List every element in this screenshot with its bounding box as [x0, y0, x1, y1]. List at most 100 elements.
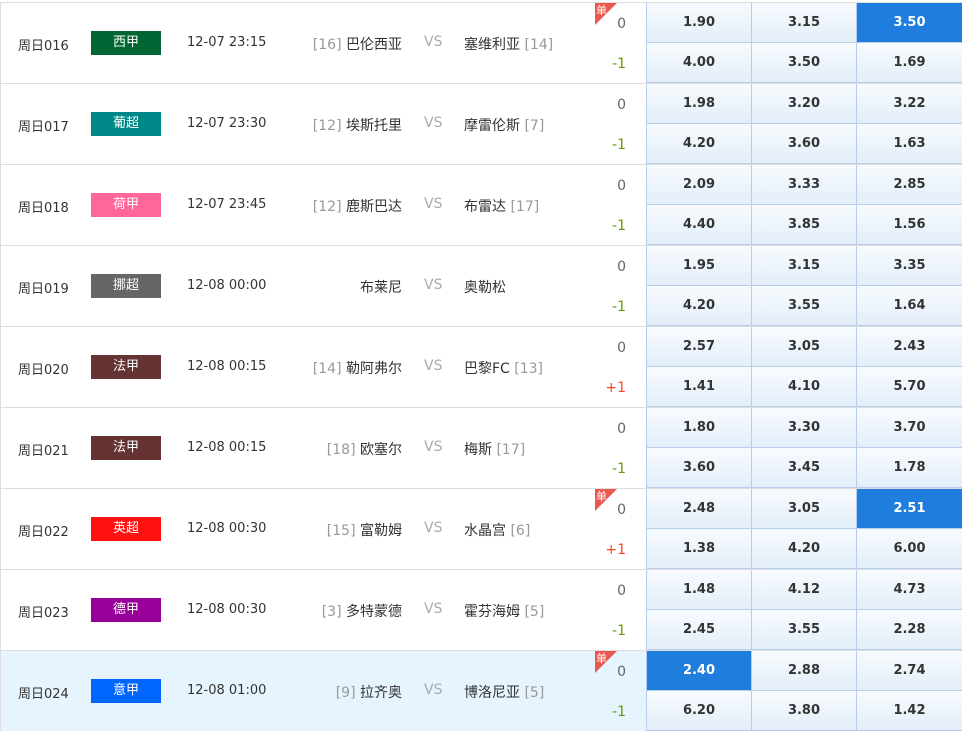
league-badge[interactable]: 荷甲	[91, 193, 161, 217]
odds-handicap-draw[interactable]: 4.20	[751, 529, 856, 569]
odds-normal-lose[interactable]: 3.35	[856, 246, 962, 286]
home-team[interactable]: 布莱尼	[360, 277, 402, 297]
odds-normal-win[interactable]: 1.95	[646, 246, 751, 286]
match-id: 周日020	[18, 363, 69, 378]
odds-handicap-win[interactable]: 6.20	[646, 691, 751, 731]
odds-handicap-draw[interactable]: 3.60	[751, 124, 856, 164]
away-team[interactable]: 水晶宫 [6]	[464, 520, 530, 540]
handicap-zero: 0	[617, 421, 626, 437]
odds-handicap-lose[interactable]: 1.56	[856, 205, 962, 245]
away-team[interactable]: 奥勒松	[464, 277, 506, 297]
odds-normal-lose[interactable]: 2.51	[856, 489, 962, 529]
home-rank: [9]	[335, 685, 356, 701]
home-team[interactable]: [14] 勒阿弗尔	[313, 358, 402, 378]
away-name: 博洛尼亚	[464, 685, 520, 701]
odds-handicap-win[interactable]: 2.45	[646, 610, 751, 650]
odds-handicap-lose[interactable]: 6.00	[856, 529, 962, 569]
odds-normal-win[interactable]: 1.98	[646, 84, 751, 124]
odds-normal-win[interactable]: 1.90	[646, 3, 751, 43]
home-team[interactable]: [18] 欧塞尔	[327, 439, 402, 459]
single-corner-icon	[595, 3, 617, 25]
odds-handicap-win[interactable]: 4.20	[646, 286, 751, 326]
odds-handicap-lose[interactable]: 5.70	[856, 367, 962, 407]
odds-normal-win[interactable]: 2.57	[646, 327, 751, 367]
handicap-line: +1	[605, 542, 626, 558]
odds-normal-lose[interactable]: 2.85	[856, 165, 962, 205]
away-rank: [17]	[496, 442, 526, 458]
away-name: 奥勒松	[464, 280, 506, 296]
odds-handicap-draw[interactable]: 3.45	[751, 448, 856, 488]
odds-handicap-draw[interactable]: 4.10	[751, 367, 856, 407]
away-team[interactable]: 梅斯 [17]	[464, 439, 525, 459]
odds-normal-draw[interactable]: 2.88	[751, 651, 856, 691]
match-row: 周日024 意甲 12-08 01:00 [9] 拉齐奥 VS 博洛尼亚 [5] 单 0 -1 2…	[1, 650, 962, 731]
odds-normal-draw[interactable]: 4.12	[751, 570, 856, 610]
handicap-zero: 0	[617, 97, 626, 113]
odds-handicap-draw[interactable]: 3.50	[751, 43, 856, 83]
odds-handicap-lose[interactable]: 1.69	[856, 43, 962, 83]
odds-handicap-draw[interactable]: 3.80	[751, 691, 856, 731]
match-time: 12-07 23:45	[187, 197, 267, 212]
odds-handicap-lose[interactable]: 1.64	[856, 286, 962, 326]
odds-normal-draw[interactable]: 3.15	[751, 3, 856, 43]
odds-handicap-lose[interactable]: 1.78	[856, 448, 962, 488]
odds-normal-draw[interactable]: 3.30	[751, 408, 856, 448]
odds-grid: 2.57 3.05 2.43 1.41 4.10 5.70	[646, 327, 962, 407]
league-badge[interactable]: 葡超	[91, 112, 161, 136]
single-label: 单	[596, 490, 607, 503]
odds-handicap-lose[interactable]: 2.28	[856, 610, 962, 650]
single-label: 单	[596, 4, 607, 17]
odds-normal-lose[interactable]: 3.50	[856, 3, 962, 43]
home-team[interactable]: [12] 鹿斯巴达	[313, 196, 402, 216]
odds-handicap-win[interactable]: 4.40	[646, 205, 751, 245]
away-team[interactable]: 巴黎FC [13]	[464, 358, 543, 378]
league-badge[interactable]: 挪超	[91, 274, 161, 298]
odds-normal-lose[interactable]: 3.70	[856, 408, 962, 448]
league-badge[interactable]: 英超	[91, 517, 161, 541]
odds-normal-draw[interactable]: 3.05	[751, 327, 856, 367]
odds-normal-win[interactable]: 2.48	[646, 489, 751, 529]
league-badge[interactable]: 法甲	[91, 355, 161, 379]
league-badge[interactable]: 西甲	[91, 31, 161, 55]
odds-normal-draw[interactable]: 3.33	[751, 165, 856, 205]
odds-handicap-win[interactable]: 4.00	[646, 43, 751, 83]
odds-handicap-draw[interactable]: 3.55	[751, 286, 856, 326]
away-team[interactable]: 塞维利亚 [14]	[464, 34, 553, 54]
odds-normal-lose[interactable]: 3.22	[856, 84, 962, 124]
odds-normal-win[interactable]: 2.09	[646, 165, 751, 205]
away-team[interactable]: 摩雷伦斯 [7]	[464, 115, 544, 135]
odds-handicap-win[interactable]: 4.20	[646, 124, 751, 164]
odds-handicap-win[interactable]: 1.41	[646, 367, 751, 407]
odds-normal-win[interactable]: 2.40	[646, 651, 751, 691]
odds-normal-win[interactable]: 1.80	[646, 408, 751, 448]
match-time: 12-07 23:15	[187, 35, 267, 50]
home-team[interactable]: [16] 巴伦西亚	[313, 34, 402, 54]
league-badge[interactable]: 意甲	[91, 679, 161, 703]
away-team[interactable]: 布雷达 [17]	[464, 196, 539, 216]
away-team[interactable]: 霍芬海姆 [5]	[464, 601, 544, 621]
home-team[interactable]: [12] 埃斯托里	[313, 115, 402, 135]
odds-normal-draw[interactable]: 3.15	[751, 246, 856, 286]
odds-normal-draw[interactable]: 3.05	[751, 489, 856, 529]
match-row: 周日022 英超 12-08 00:30 [15] 富勒姆 VS 水晶宫 [6] 单 0 +1 2…	[1, 488, 962, 569]
odds-normal-draw[interactable]: 3.20	[751, 84, 856, 124]
single-corner-icon	[595, 651, 617, 673]
league-badge[interactable]: 法甲	[91, 436, 161, 460]
odds-normal-lose[interactable]: 4.73	[856, 570, 962, 610]
away-name: 摩雷伦斯	[464, 118, 520, 134]
odds-normal-win[interactable]: 1.48	[646, 570, 751, 610]
home-team[interactable]: [3] 多特蒙德	[322, 601, 402, 621]
odds-normal-lose[interactable]: 2.74	[856, 651, 962, 691]
home-team[interactable]: [9] 拉齐奥	[336, 682, 402, 702]
league-badge[interactable]: 德甲	[91, 598, 161, 622]
odds-normal-lose[interactable]: 2.43	[856, 327, 962, 367]
odds-handicap-win[interactable]: 1.38	[646, 529, 751, 569]
odds-handicap-draw[interactable]: 3.55	[751, 610, 856, 650]
home-team[interactable]: [15] 富勒姆	[327, 520, 402, 540]
odds-handicap-draw[interactable]: 3.85	[751, 205, 856, 245]
odds-handicap-win[interactable]: 3.60	[646, 448, 751, 488]
odds-handicap-lose[interactable]: 1.63	[856, 124, 962, 164]
away-team[interactable]: 博洛尼亚 [5]	[464, 682, 544, 702]
match-id: 周日017	[18, 120, 69, 135]
odds-handicap-lose[interactable]: 1.42	[856, 691, 962, 731]
